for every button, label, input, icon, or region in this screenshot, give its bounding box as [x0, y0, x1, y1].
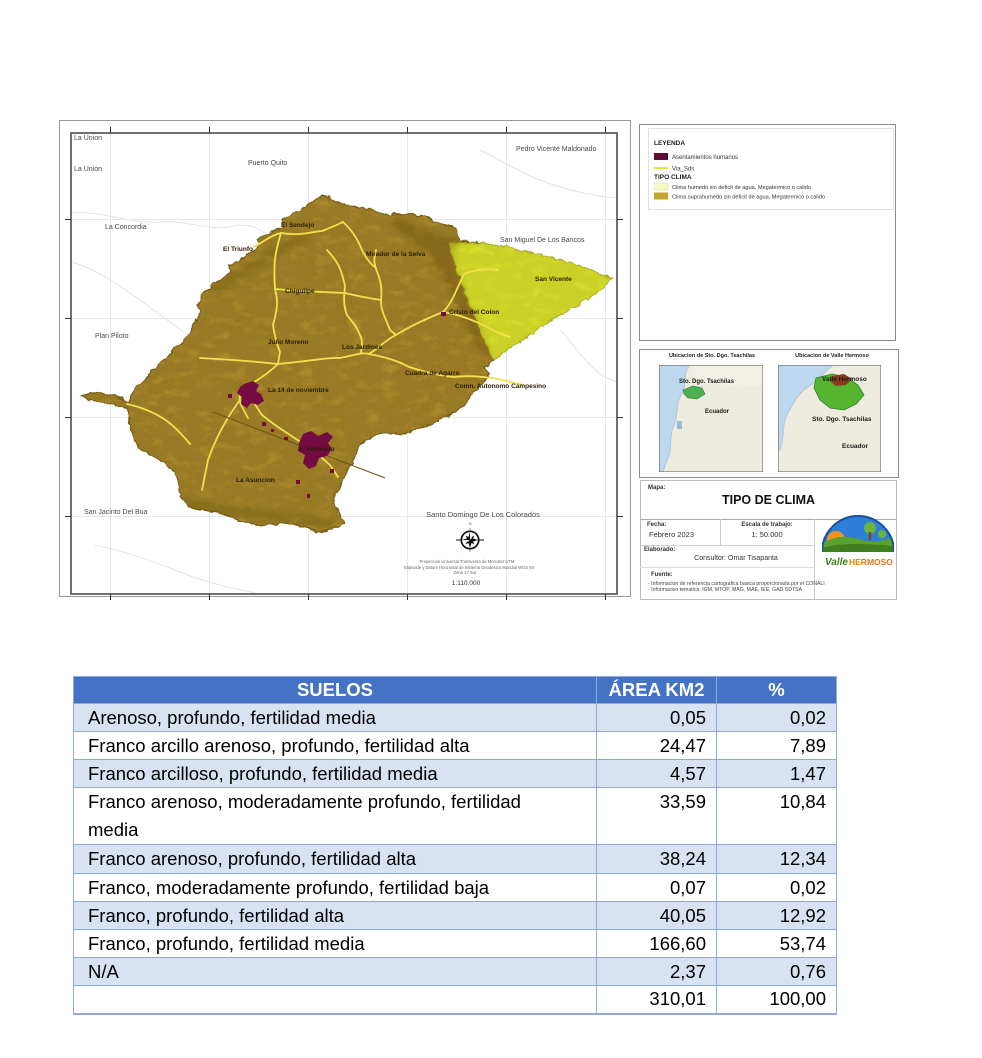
svg-text:San Miguel De Los Bancos: San Miguel De Los Bancos [500, 237, 585, 244]
svg-text:Comn. Autonomo Campesino: Comn. Autonomo Campesino [455, 383, 546, 390]
svg-text:La Union: La Union [74, 135, 102, 142]
svg-text:Clima suprahumedo sin deficit: Clima suprahumedo sin deficit de agua, M… [672, 195, 825, 201]
svg-text:Chiguilpe: Chiguilpe [285, 288, 315, 295]
svg-text:Sto. Dgo. Tsachilas: Sto. Dgo. Tsachilas [679, 379, 735, 385]
svg-text:Ecuador: Ecuador [842, 443, 868, 450]
svg-text:Asentamientos humanos: Asentamientos humanos [672, 155, 738, 161]
svg-text:V. Hermoso: V. Hermoso [299, 446, 335, 453]
svg-text:Mirador de la Selva: Mirador de la Selva [366, 251, 426, 258]
svg-text:Pedro Vicente Maldonado: Pedro Vicente Maldonado [516, 146, 597, 153]
svg-text:TIPO CLIMA: TIPO CLIMA [654, 174, 692, 181]
svg-text:1:110.000: 1:110.000 [452, 580, 481, 587]
svg-text:Julio Moreno: Julio Moreno [268, 339, 308, 346]
svg-text:La Union: La Union [74, 166, 102, 173]
svg-text:La Asuncion: La Asuncion [236, 477, 275, 484]
svg-text:El Triunfo: El Triunfo [223, 246, 253, 253]
svg-text:Elipsoide y Datum Horizontal d: Elipsoide y Datum Horizontal de Sistema … [404, 565, 535, 570]
svg-text:Valle Hermoso: Valle Hermoso [822, 376, 867, 383]
svg-text:Sto. Dgo. Tsachilas: Sto. Dgo. Tsachilas [812, 416, 872, 423]
svg-text:Santo Domingo De Los Colorados: Santo Domingo De Los Colorados [426, 510, 540, 519]
svg-text:San Jacinto Del Bua: San Jacinto Del Bua [84, 509, 148, 516]
svg-text:Valle: Valle [825, 557, 848, 568]
svg-text:San Vicente: San Vicente [535, 276, 572, 283]
svg-text:El Sendejo: El Sendejo [281, 222, 314, 229]
svg-text:Zona 17 Sur: Zona 17 Sur [453, 570, 477, 575]
svg-text:Puerto Quito: Puerto Quito [248, 160, 287, 167]
svg-text:Via_Sds: Via_Sds [672, 167, 694, 173]
svg-text:Los Jardines: Los Jardines [342, 344, 382, 351]
svg-text:HERMOSO: HERMOSO [849, 557, 893, 567]
svg-text:Cuadra de Agarro: Cuadra de Agarro [405, 370, 460, 377]
svg-text:Ecuador: Ecuador [705, 409, 730, 415]
svg-text:N: N [469, 521, 472, 526]
svg-text:Proyeccion Universal Transvers: Proyeccion Universal Transversa de Merca… [420, 559, 515, 564]
svg-text:La 14 de noviembre: La 14 de noviembre [268, 387, 329, 394]
svg-text:Cristo del Colon: Cristo del Colon [449, 309, 499, 316]
svg-text:Plan Piloto: Plan Piloto [95, 333, 129, 340]
svg-text:La Concordia: La Concordia [105, 224, 147, 231]
svg-text:Clima humedo sin deficit de ag: Clima humedo sin deficit de agua, Megate… [672, 185, 811, 191]
